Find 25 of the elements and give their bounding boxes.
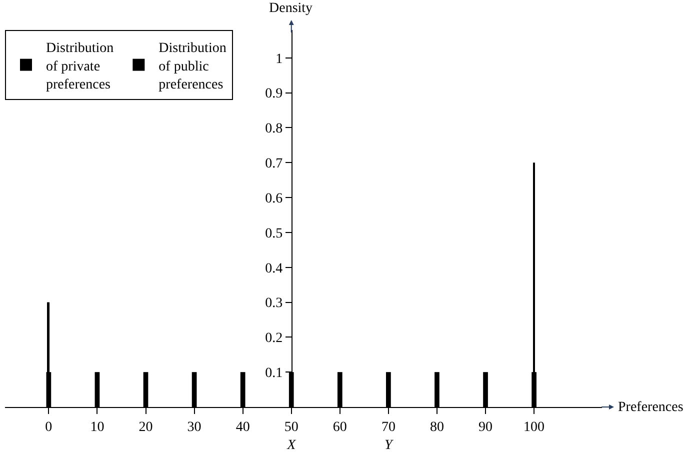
legend-label: Distribution of private preferences bbox=[46, 41, 114, 92]
x-tick-label: 20 bbox=[138, 420, 153, 435]
x-tick-label: 10 bbox=[90, 420, 104, 435]
legend-label: Distribution of public preferences bbox=[158, 41, 226, 92]
y-tick-label: 0.8 bbox=[265, 122, 283, 137]
x-tick-label: 100 bbox=[524, 420, 545, 435]
y-tick-label: 0.6 bbox=[265, 191, 283, 206]
x-tick-label: 40 bbox=[236, 420, 250, 435]
y-tick-label: 0.5 bbox=[265, 226, 283, 242]
y-tick-label: 0.9 bbox=[265, 86, 283, 102]
y-tick-label: 0.4 bbox=[265, 261, 283, 276]
y-tick-label: 1 bbox=[276, 52, 283, 67]
x-tick-label: 30 bbox=[187, 420, 202, 435]
x-tick-label: 90 bbox=[478, 420, 493, 435]
x-tick-label: 50 X bbox=[284, 420, 298, 453]
x-axis-title: Preferences bbox=[618, 400, 684, 415]
y-tick-label: 0.1 bbox=[265, 366, 283, 381]
x-tick-label: 70 Y bbox=[381, 420, 396, 453]
x-tick-label: 80 bbox=[430, 420, 444, 435]
y-axis-title: Density bbox=[269, 1, 313, 16]
y-tick-label: 0.2 bbox=[265, 331, 283, 346]
x-tick-label: 0 bbox=[45, 420, 52, 435]
x-tick-label: 60 bbox=[332, 420, 347, 435]
y-tick-label: 0.3 bbox=[265, 296, 283, 312]
y-tick-label: 0.7 bbox=[265, 156, 283, 172]
